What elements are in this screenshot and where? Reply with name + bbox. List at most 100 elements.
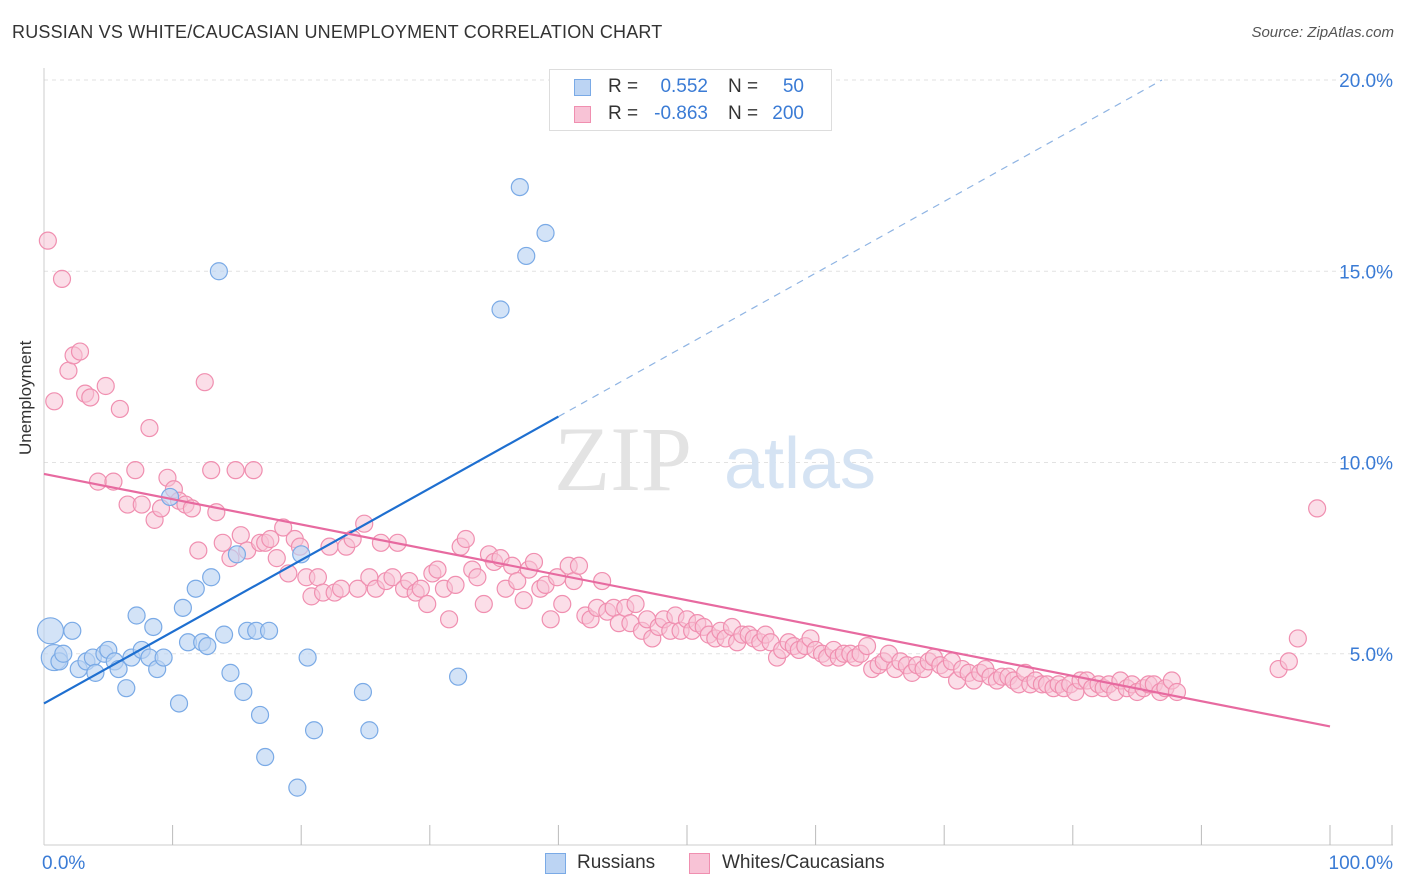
legend-n-value: 50 — [782, 76, 804, 97]
data-point-russian — [186, 579, 205, 598]
data-point-white — [456, 529, 475, 549]
trend-lines — [43, 79, 1331, 728]
source-label: Source: ZipAtlas.com — [1251, 24, 1394, 41]
data-point-white — [446, 575, 465, 595]
data-point-russian — [63, 621, 82, 640]
data-point-white — [348, 579, 367, 598]
legend-r-label: R = — [608, 103, 639, 124]
x-tick-label: 100.0% — [1329, 853, 1394, 874]
y-tick-label: 15.0% — [1339, 262, 1393, 283]
data-point-white — [564, 571, 583, 591]
data-point-white — [45, 392, 64, 411]
data-point-russian — [144, 617, 163, 637]
data-point-russian — [221, 663, 240, 682]
data-point-white — [418, 594, 437, 614]
data-point-russian — [448, 667, 468, 686]
data-point-white — [468, 568, 487, 587]
data-point-white — [213, 533, 232, 552]
data-point-white — [140, 418, 159, 438]
data-point-white — [371, 533, 391, 552]
x-tick-label: 0.0% — [42, 853, 85, 874]
white-trend-line — [43, 472, 1331, 728]
data-point-russian — [250, 705, 270, 725]
legend-row-russians: R = 0.552 N = 50 — [550, 74, 831, 100]
axes — [43, 68, 1393, 846]
data-point-russian — [117, 679, 136, 698]
russian-trend-extension — [558, 79, 1163, 418]
data-point-white — [96, 376, 115, 396]
russian-trend-line — [43, 415, 559, 705]
legend-row-whites: R = -0.863 N = 200 — [550, 101, 831, 127]
data-point-russian — [54, 644, 73, 663]
data-point-white — [508, 571, 527, 591]
tick-labels: 5.0% 10.0% 15.0% 20.0% 0.0% 100.0% — [42, 71, 1393, 874]
data-point-white — [52, 269, 72, 288]
data-point-russian — [36, 617, 65, 645]
data-point-white — [244, 461, 263, 480]
legend-swatch-whites — [574, 106, 591, 123]
data-point-white — [428, 560, 447, 579]
data-point-russian — [154, 648, 173, 667]
data-point-white — [626, 594, 645, 614]
data-point-russian — [214, 625, 234, 644]
data-point-white — [267, 549, 286, 568]
legend-n-value: 200 — [772, 103, 804, 124]
data-point-russian — [536, 223, 555, 243]
data-point-white — [88, 472, 108, 491]
data-point-russian — [169, 694, 189, 713]
data-point-white — [38, 231, 57, 250]
data-point-russian — [198, 636, 217, 656]
data-point-white — [226, 461, 245, 480]
data-point-white — [569, 556, 589, 575]
data-point-white — [411, 579, 430, 598]
y-tick-label: 20.0% — [1339, 71, 1393, 92]
data-point-white — [1308, 499, 1327, 518]
data-point-russian — [353, 682, 373, 702]
bottom-legend-label-whites: Whites/Caucasians — [722, 852, 885, 873]
legend-n-label: N = — [728, 103, 759, 124]
legend-swatch-russians — [574, 79, 591, 96]
data-point-white — [59, 361, 78, 380]
data-point-russian — [304, 721, 324, 740]
data-point-white — [274, 518, 293, 537]
data-point-white — [70, 342, 90, 361]
data-point-white — [195, 373, 214, 392]
data-point-white — [474, 594, 493, 614]
data-point-white — [132, 495, 151, 514]
data-point-white — [126, 461, 145, 480]
data-point-white — [308, 568, 328, 587]
data-point-white — [1279, 652, 1298, 671]
data-point-white — [331, 579, 351, 598]
bottom-legend-swatch-russians — [545, 853, 566, 874]
data-point-white — [439, 610, 459, 629]
watermark-zip: ZIP — [554, 408, 692, 510]
data-point-russian — [298, 648, 317, 667]
data-point-white — [857, 636, 877, 656]
watermark: ZIP atlas — [554, 408, 876, 510]
data-point-white — [1288, 629, 1307, 648]
data-point-russian — [227, 545, 246, 564]
data-point-white — [553, 594, 572, 614]
data-point-russian — [517, 246, 536, 266]
legend-r-value: 0.552 — [660, 76, 708, 97]
data-point-white — [593, 571, 612, 591]
data-point-russian — [127, 606, 146, 625]
data-point-russian — [256, 747, 275, 767]
data-point-russian — [259, 621, 279, 640]
y-tick-label: 5.0% — [1350, 645, 1393, 666]
watermark-atlas: atlas — [724, 424, 876, 504]
data-point-white — [110, 399, 129, 419]
y-tick-label: 10.0% — [1339, 454, 1393, 475]
bottom-legend-swatch-whites — [689, 853, 710, 874]
data-point-white — [261, 529, 280, 549]
data-point-russian — [491, 300, 510, 319]
data-point-russian — [173, 598, 192, 617]
data-point-white — [231, 526, 250, 545]
data-point-white — [541, 610, 560, 629]
y-axis-label: Unemployment — [16, 340, 35, 455]
data-point-russian — [209, 262, 228, 281]
data-point-white — [189, 541, 208, 560]
data-point-russian — [234, 682, 253, 702]
data-point-russian — [288, 778, 307, 797]
